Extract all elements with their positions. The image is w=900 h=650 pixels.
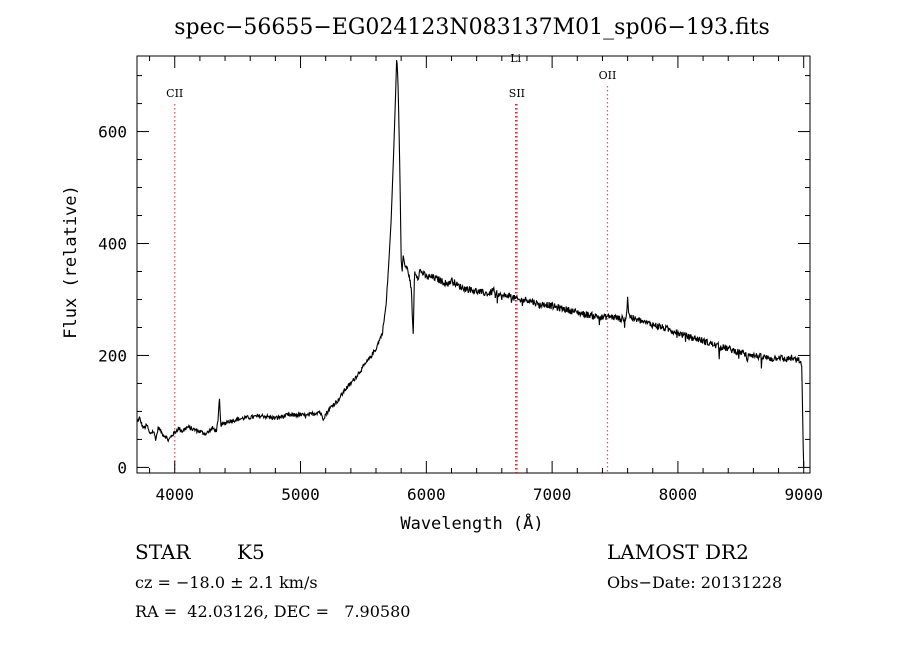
x-tick-label: 7000 [533, 485, 572, 504]
x-axis-label: Wavelength (Å) [400, 512, 543, 534]
x-tick-label: 5000 [281, 485, 320, 504]
object-type: STAR [135, 540, 191, 564]
plot-border [136, 55, 811, 474]
y-tick-label: 200 [98, 346, 127, 365]
chart-title: spec−56655−EG024123N083137M01_sp06−193.f… [174, 15, 770, 40]
y-axis-label: Flux (relative) [61, 185, 81, 339]
object-subclass: K5 [237, 540, 265, 564]
line-label: SII [509, 87, 525, 100]
spectrum-line [136, 60, 805, 467]
plot-frame [136, 55, 811, 474]
survey-label: LAMOST DR2 [607, 540, 749, 564]
y-tick-label: 600 [98, 123, 127, 142]
reference-lines: CII SII Li OII [166, 52, 616, 473]
x-tick-label: 4000 [155, 485, 194, 504]
line-label: Li [510, 52, 521, 65]
axis-ticks [137, 56, 810, 473]
x-tick-label: 8000 [659, 485, 698, 504]
ra-dec-info: RA = 42.03126, DEC = 7.90580 [135, 602, 411, 621]
observation-date: Obs−Date: 20131228 [607, 573, 783, 592]
y-tick-label: 0 [117, 458, 127, 477]
redshift-info: cz = −18.0 ± 2.1 km/s [135, 573, 318, 592]
axis-tick-labels: 4000 5000 6000 7000 8000 9000 0 200 400 600 [98, 123, 823, 504]
line-label: OII [599, 69, 617, 82]
line-label: CII [166, 87, 183, 100]
x-tick-label: 9000 [784, 485, 823, 504]
y-tick-label: 400 [98, 235, 127, 254]
x-tick-label: 6000 [407, 485, 446, 504]
